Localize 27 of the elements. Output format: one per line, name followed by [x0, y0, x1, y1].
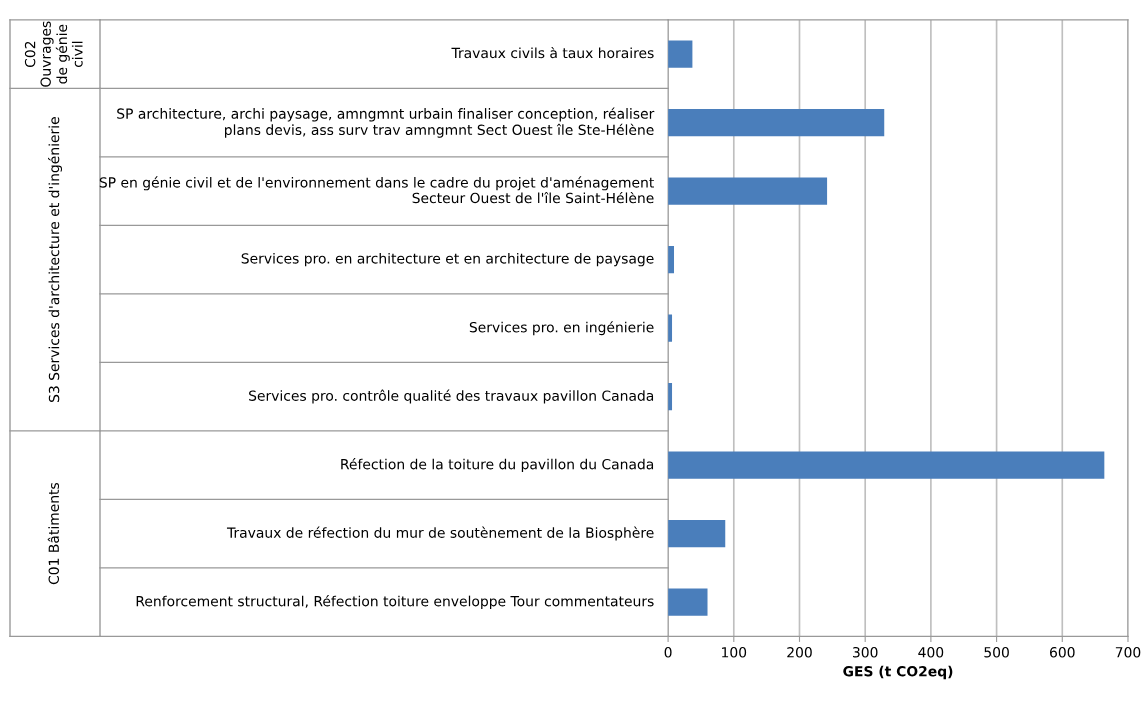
- y-tick-label: Services pro. en architecture et en architecture de paysage: [241, 252, 654, 267]
- bar: [668, 588, 708, 616]
- x-tick-label: 0: [664, 647, 672, 658]
- x-tick-label: 700: [1115, 647, 1141, 658]
- bar: [668, 177, 828, 205]
- x-tick-label: 400: [918, 647, 944, 658]
- x-axis-title: GES (t CO2eq): [843, 665, 953, 680]
- x-tick-label: 200: [787, 647, 812, 658]
- y-tick-label: SP architecture, archi paysage, amngmnt urbain finaliser conception, réaliser plans devis, ass surv trav amngmnt Sect Ouest île Ste-Hélène: [117, 107, 655, 138]
- x-tick-label: 300: [852, 647, 878, 658]
- y-tick-label: Renforcement structural, Réfection toiture enveloppe Tour commentateurs: [136, 595, 654, 610]
- bar: [668, 40, 693, 68]
- y-tick-label: Travaux civils à taux horaires: [451, 46, 654, 59]
- bar: [668, 451, 1105, 479]
- y-tick-label: Services pro. contrôle qualité des travaux pavillon Canada: [249, 389, 654, 404]
- y-tick-label: Travaux de réfection du mur de soutènement de la Biosphère: [226, 526, 654, 541]
- y-tick-label: Services pro. en ingénierie: [469, 321, 654, 336]
- x-tick-label: 600: [1050, 647, 1075, 658]
- y-tick-label: SP en génie civil et de l'environnement dans le cadre du projet d'aménagement Secteur Ouest de l'île Saint-Hélène: [99, 176, 654, 204]
- text: S3 Services d'architecture et d'ingénierie: [48, 117, 62, 402]
- x-tick-label: 100: [722, 647, 747, 658]
- y-tick-label: Réfection de la toiture du pavillon du Canada: [341, 458, 654, 473]
- text: C02 Ouvrages de génie civil: [24, 21, 83, 87]
- text: C01 Bâtiments: [47, 482, 60, 585]
- bar: [668, 519, 726, 548]
- x-tick-label: 500: [984, 647, 1009, 658]
- bar: [668, 108, 885, 137]
